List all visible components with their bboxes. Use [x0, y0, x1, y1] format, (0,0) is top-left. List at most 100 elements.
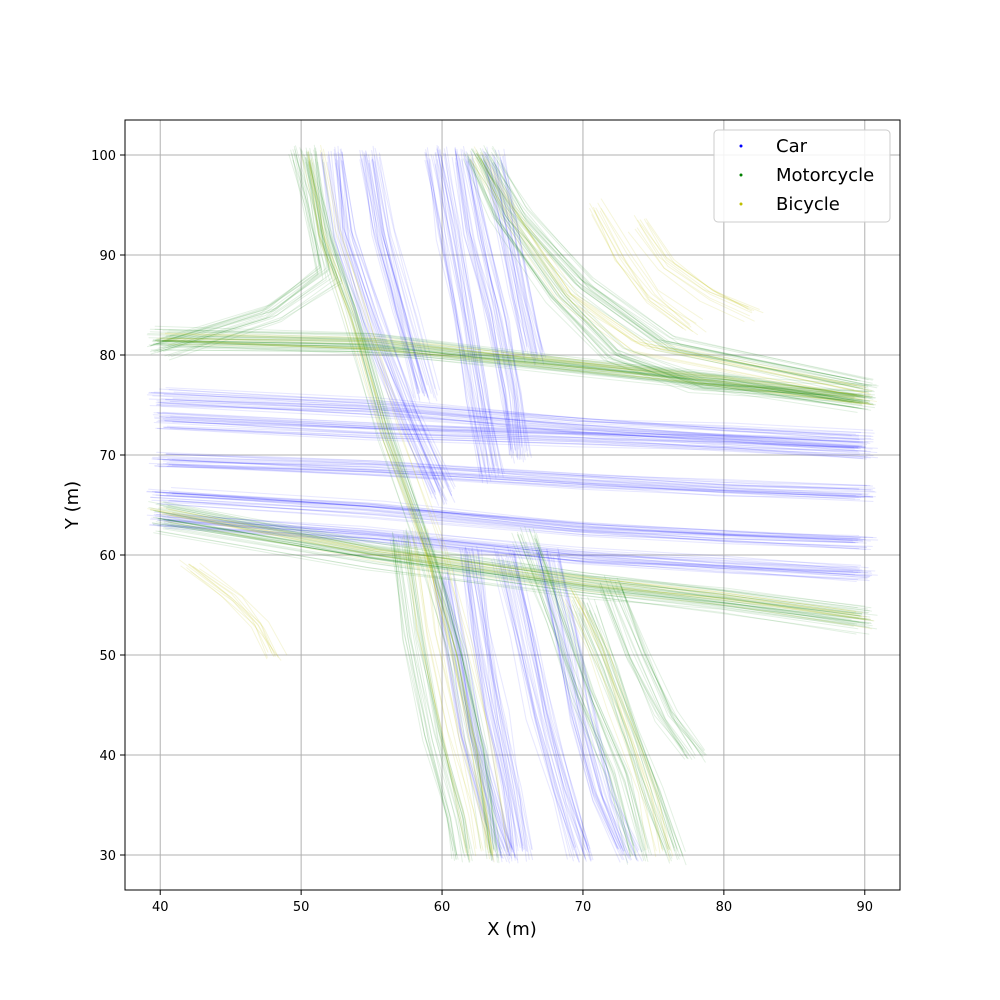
y-tick-label: 70	[99, 449, 116, 464]
trajectory-bicycle	[483, 159, 872, 395]
trajectory-motorcycle	[469, 150, 863, 395]
trajectory-car	[441, 159, 504, 478]
trajectory-car	[454, 157, 513, 459]
trajectory-car	[154, 417, 855, 448]
trajectory-motorcycle	[483, 145, 879, 387]
trajectory-car	[502, 155, 544, 357]
trajectory-car	[159, 494, 863, 542]
trajectory-car	[445, 146, 500, 471]
trajectory-bicycle	[161, 513, 867, 621]
trajectory-bicycle	[565, 599, 657, 858]
trajectory-bicycle	[164, 333, 866, 397]
trajectory-car	[506, 544, 589, 847]
trajectory-bicycle	[643, 218, 753, 312]
trajectory-motorcycle	[603, 590, 688, 759]
trajectory-motorcycle	[158, 519, 865, 620]
trajectory-motorcycle	[308, 151, 491, 854]
trajectory-car	[166, 462, 875, 492]
trajectory-motorcycle	[529, 529, 649, 849]
trajectory-motorcycle	[150, 145, 321, 347]
trajectory-car	[426, 160, 489, 485]
trajectory-bicycle	[161, 513, 872, 620]
trajectory-motorcycle	[607, 587, 696, 759]
trajectory-motorcycle	[160, 338, 865, 398]
trajectory-motorcycle	[160, 515, 865, 624]
trajectory-car	[371, 150, 426, 392]
trajectory-car	[156, 412, 863, 447]
trajectory-motorcycle	[472, 163, 855, 395]
trajectory-bicycle	[474, 157, 860, 397]
trajectory-car	[359, 155, 421, 400]
trajectory-car	[337, 159, 445, 506]
trajectory-car	[513, 550, 591, 854]
trajectory-motorcycle	[152, 522, 852, 620]
trajectory-car	[168, 491, 872, 542]
trajectory-car	[460, 549, 511, 849]
trajectory-motorcycle	[156, 343, 864, 410]
trajectory-motorcycle	[166, 506, 868, 614]
trajectory-car	[169, 400, 871, 444]
trajectory-car	[153, 391, 859, 436]
trajectory-motorcycle	[151, 340, 864, 401]
trajectory-car	[163, 519, 873, 574]
trajectory-car	[502, 558, 574, 862]
trajectory-motorcycle	[475, 153, 863, 385]
trajectory-car	[443, 567, 513, 849]
trajectory-bicycle	[320, 144, 508, 851]
trajectory-car	[156, 403, 867, 448]
trajectory-car	[164, 501, 867, 548]
trajectory-motorcycle	[391, 538, 458, 856]
trajectory-motorcycle	[154, 510, 863, 615]
trajectory-motorcycle	[171, 160, 343, 358]
y-tick-label: 60	[99, 549, 116, 564]
trajectory-motorcycle	[588, 610, 678, 860]
trajectory-motorcycle	[476, 156, 855, 391]
trajectory-car	[330, 151, 436, 493]
trajectory-motorcycle	[406, 531, 470, 853]
trajectory-motorcycle	[300, 148, 481, 849]
trajectory-car	[471, 157, 531, 455]
trajectory-motorcycle	[169, 335, 877, 399]
trajectory-car	[484, 160, 533, 359]
trajectory-car	[481, 154, 524, 359]
trajectory-car	[434, 163, 492, 482]
trajectory-motorcycle	[151, 148, 321, 346]
trajectory-motorcycle	[150, 159, 324, 355]
trajectory-motorcycle	[471, 149, 853, 380]
trajectory-car	[338, 156, 446, 501]
trajectory-motorcycle	[392, 532, 454, 852]
trajectory-motorcycle	[389, 538, 457, 860]
trajectory-car	[435, 151, 494, 470]
trajectory-car	[162, 492, 864, 542]
trajectory-car	[151, 490, 861, 540]
trajectory-bicycle	[420, 527, 484, 851]
trajectory-motorcycle	[155, 530, 859, 630]
trajectory-motorcycle	[396, 541, 463, 863]
trajectory-car	[160, 499, 867, 550]
trajectory-motorcycle	[151, 522, 857, 625]
trajectory-bicycle	[594, 210, 693, 332]
trajectory-car	[150, 496, 856, 544]
trajectory-motorcycle	[157, 518, 862, 617]
trajectory-bicycle	[577, 599, 671, 862]
trajectory-bicycle	[147, 508, 859, 615]
trajectory-car	[514, 562, 591, 861]
trajectory-car	[165, 463, 871, 498]
trajectory-car	[467, 560, 516, 861]
trajectory-car	[493, 557, 571, 858]
trajectory-car	[341, 160, 456, 503]
trajectory-car	[171, 464, 876, 498]
trajectory-car	[557, 558, 639, 862]
trajectory-car	[483, 151, 524, 355]
trajectory-motorcycle	[152, 340, 855, 408]
trajectory-car	[341, 151, 453, 497]
trajectory-car	[328, 154, 443, 497]
trajectory-car	[156, 451, 868, 487]
trajectory-motorcycle	[586, 602, 678, 852]
trajectory-car	[491, 154, 542, 357]
trajectory-motorcycle	[305, 161, 488, 860]
trajectory-car	[167, 458, 876, 489]
trajectory-motorcycle	[620, 584, 707, 756]
trajectory-car	[442, 572, 506, 852]
trajectory-motorcycle	[162, 528, 865, 626]
